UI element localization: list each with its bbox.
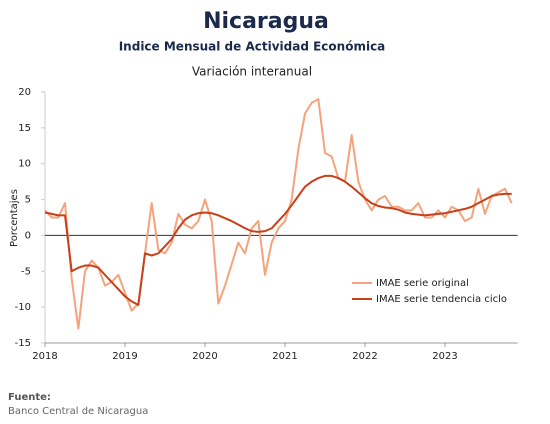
chart-title: Nicaragua xyxy=(203,9,329,34)
x-tick-label: 2022 xyxy=(352,351,377,362)
chart-subtitle: Indice Mensual de Actividad Económica xyxy=(119,40,386,54)
legend-label: IMAE serie original xyxy=(376,278,469,289)
x-tick-label: 2020 xyxy=(192,351,217,362)
y-tick-label: 10 xyxy=(18,159,31,170)
y-tick-label: -15 xyxy=(15,338,31,349)
y-tick-label: 20 xyxy=(18,87,31,98)
x-tick-label: 2023 xyxy=(432,351,457,362)
x-tick-label: 2021 xyxy=(272,351,297,362)
source-label: Fuente: xyxy=(8,392,51,403)
y-tick-label: 0 xyxy=(25,230,31,241)
y-tick-label: 5 xyxy=(25,195,31,206)
series-line xyxy=(44,174,512,306)
legend-label: IMAE serie tendencia ciclo xyxy=(376,294,507,305)
x-tick-label: 2018 xyxy=(32,351,57,362)
y-axis-label: Porcentajes xyxy=(9,189,20,247)
y-tick-label: -5 xyxy=(21,266,31,277)
source: Banco Central de Nicaragua xyxy=(8,406,148,417)
chart-description: Variación interanual xyxy=(192,65,312,79)
x-tick-label: 2019 xyxy=(112,351,137,362)
y-tick-label: 15 xyxy=(18,123,31,134)
y-tick-label: -10 xyxy=(15,302,31,313)
